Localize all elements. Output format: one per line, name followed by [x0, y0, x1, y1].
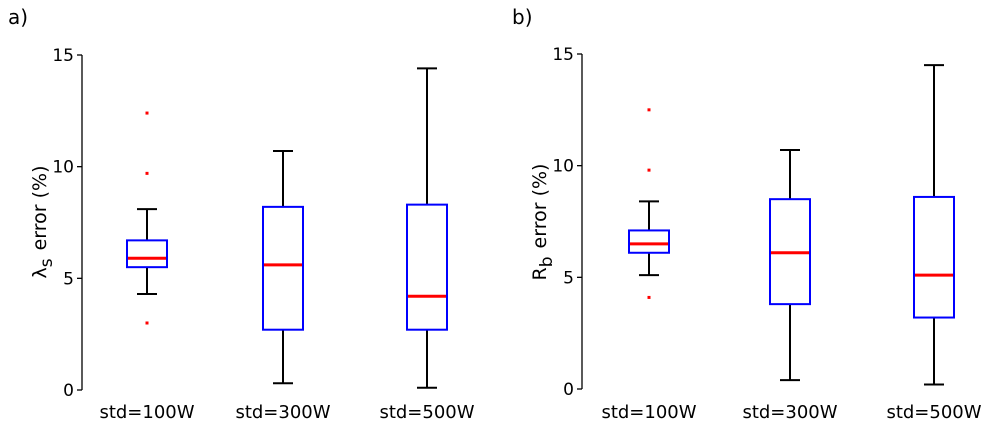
- y-label-text: error (%): [29, 165, 51, 250]
- iqr-box: [769, 198, 811, 306]
- boxplot-2: [262, 150, 304, 385]
- x-tick-label: std=500W: [379, 402, 474, 423]
- y-tick-label: 15: [52, 46, 74, 66]
- y-ticks: 0 5 10 15: [552, 45, 582, 400]
- outlier-point: [647, 295, 651, 299]
- outlier-point: [647, 108, 651, 112]
- plot-area: [126, 67, 448, 389]
- y-axis-label: λs error (%): [29, 165, 57, 278]
- x-tick-label: std=500W: [886, 402, 981, 423]
- outlier-point: [145, 321, 149, 325]
- y-label-symbol: R: [529, 267, 551, 280]
- x-tick-labels: std=100W std=300W std=500W: [601, 402, 981, 423]
- y-label-symbol: λ: [29, 267, 51, 278]
- boxplot-1: [628, 108, 670, 299]
- boxplot-3: [406, 67, 448, 389]
- iqr-box: [126, 239, 168, 269]
- plot-area: [628, 64, 955, 386]
- panel-label: b): [512, 5, 533, 29]
- y-tick-label: 10: [552, 157, 574, 177]
- y-tick-label: 0: [563, 380, 574, 400]
- outlier-point: [145, 171, 149, 175]
- y-axis-label: Rb error (%): [529, 164, 557, 281]
- outlier-point: [647, 168, 651, 172]
- svg-text:Rberror (%): Rb error (%): [529, 164, 557, 281]
- y-label-subscript: b: [537, 256, 557, 267]
- y-tick-label: 5: [63, 269, 74, 289]
- svg-text:λserror (%): λs error (%): [29, 165, 57, 278]
- x-tick-labels: std=100W std=300W std=500W: [99, 402, 474, 423]
- iqr-box: [628, 229, 670, 254]
- x-tick-label: std=100W: [601, 402, 696, 423]
- x-tick-label: std=100W: [99, 402, 194, 423]
- iqr-box: [262, 205, 304, 331]
- y-label-subscript: s: [37, 258, 57, 267]
- y-tick-label: 0: [63, 381, 74, 401]
- y-ticks: 0 5 10 15: [52, 46, 82, 401]
- y-label-text: error (%): [529, 164, 551, 249]
- boxplot-1: [126, 111, 168, 325]
- y-tick-label: 5: [563, 268, 574, 288]
- y-tick-label: 10: [52, 158, 74, 178]
- iqr-box: [913, 195, 955, 319]
- y-tick-label: 15: [552, 45, 574, 65]
- outlier-point: [145, 111, 149, 115]
- boxplot-2: [769, 149, 811, 382]
- x-tick-label: std=300W: [742, 402, 837, 423]
- x-tick-label: std=300W: [235, 402, 330, 423]
- iqr-box: [406, 203, 448, 331]
- panel-label: a): [8, 5, 28, 29]
- boxplot-3: [913, 64, 955, 386]
